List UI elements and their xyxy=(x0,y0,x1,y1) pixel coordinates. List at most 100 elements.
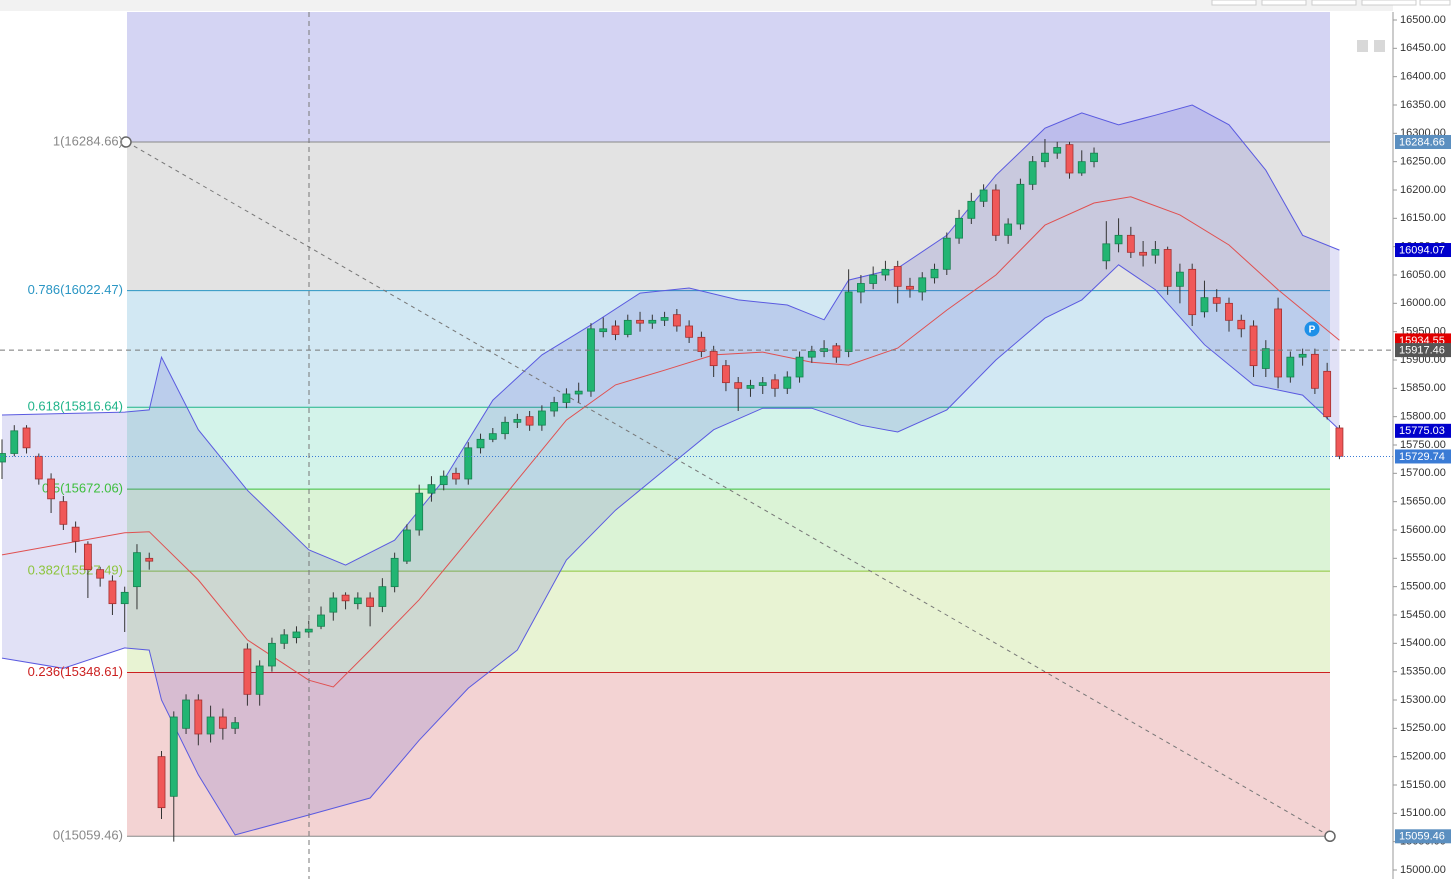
plot-layer: 1(16284.66) 0.786(16022.47) 0.618(15816.64… xyxy=(0,104,1393,843)
price-tag-label: 15917.46 xyxy=(1399,345,1445,357)
y-tick-label: 16000.00 xyxy=(1400,297,1446,309)
candle-body xyxy=(439,475,448,486)
candle-body xyxy=(771,379,779,389)
fib-label: 0.786(16022.47) xyxy=(28,282,123,297)
candle-body xyxy=(1212,297,1221,304)
candle-body xyxy=(96,569,105,579)
candle-body xyxy=(807,351,816,358)
price-tag-label: 16094.07 xyxy=(1399,244,1445,256)
candle-body xyxy=(1053,147,1062,154)
candle-body xyxy=(537,410,546,426)
candle-body xyxy=(1323,370,1332,418)
fib-zone xyxy=(127,672,1330,837)
candle-body xyxy=(881,268,890,276)
candle-body xyxy=(243,648,252,695)
candle-body xyxy=(366,597,375,607)
candle-body xyxy=(562,393,571,403)
price-tag xyxy=(1395,449,1451,464)
candle-body xyxy=(1310,353,1319,389)
candle-body xyxy=(71,526,80,542)
candle-body xyxy=(1139,251,1148,256)
icon[interactable] xyxy=(1357,40,1368,52)
toolbar-button[interactable] xyxy=(1419,0,1451,6)
candle-body xyxy=(169,716,178,797)
price-tag-label: 15729.74 xyxy=(1399,451,1445,463)
candle-body xyxy=(157,756,166,809)
y-tick-label: 16450.00 xyxy=(1400,42,1446,54)
price-tag-label: 15775.03 xyxy=(1399,425,1445,437)
candle-body xyxy=(1041,152,1049,163)
candle-body xyxy=(415,492,424,531)
y-tick-label: 15000.00 xyxy=(1400,864,1446,876)
candle-body xyxy=(10,430,19,454)
toolbar-button[interactable] xyxy=(1311,0,1357,6)
top-strip xyxy=(0,0,1393,11)
candle-body xyxy=(1249,325,1258,367)
candle-body xyxy=(955,217,963,239)
candle-body xyxy=(1114,234,1123,245)
candle-body xyxy=(513,419,522,423)
icon[interactable] xyxy=(1374,40,1385,52)
candle-body xyxy=(611,325,620,335)
toolbar-button[interactable] xyxy=(1261,0,1307,6)
candle-body xyxy=(22,427,31,449)
fib-zone xyxy=(127,407,1330,490)
y-tick-label: 15550.00 xyxy=(1400,552,1446,564)
toolbar-button[interactable] xyxy=(1211,0,1257,6)
y-tick-label: 15450.00 xyxy=(1400,609,1446,621)
candle-body xyxy=(1261,348,1270,369)
candle-body xyxy=(636,319,644,324)
fib-zone xyxy=(127,290,1330,408)
candle-body xyxy=(255,665,264,695)
annotation-marker xyxy=(1304,321,1320,337)
price-tag xyxy=(1395,423,1451,438)
candle-body xyxy=(660,317,669,321)
candle-body xyxy=(685,325,694,338)
y-tick-label: 15750.00 xyxy=(1400,439,1446,451)
candle-body xyxy=(1176,271,1184,287)
candle-body xyxy=(218,716,227,729)
y-tick-label: 15650.00 xyxy=(1400,496,1446,508)
y-tick-label: 15200.00 xyxy=(1400,751,1446,763)
candle-body xyxy=(550,402,559,412)
fib-zone xyxy=(127,142,1330,291)
y-tick-label: 15800.00 xyxy=(1400,411,1446,423)
candle-body xyxy=(783,376,792,389)
y-tick-label: 15600.00 xyxy=(1400,524,1446,536)
candle-body xyxy=(587,328,595,392)
candle-body xyxy=(574,390,583,395)
candle-body xyxy=(427,484,436,494)
candle-body xyxy=(906,285,914,290)
y-tick-label: 15400.00 xyxy=(1400,637,1446,649)
annotation-label: P xyxy=(1309,325,1316,336)
band-fill xyxy=(2,105,1340,835)
candle-body xyxy=(746,385,755,389)
fib-zone xyxy=(127,571,1330,673)
candle-body xyxy=(1016,183,1025,225)
candle-body xyxy=(1225,302,1233,321)
y-tick-label: 16500.00 xyxy=(1400,14,1446,26)
y-tick-label: 15250.00 xyxy=(1400,722,1446,734)
candle-body xyxy=(47,478,55,500)
candle-body xyxy=(857,283,865,293)
candle-body xyxy=(317,614,325,627)
price-tag xyxy=(1395,243,1451,258)
fib-anchor xyxy=(1324,830,1336,843)
candle-body xyxy=(930,268,939,279)
candle-body xyxy=(501,421,509,435)
candle-body xyxy=(390,557,399,588)
candle-body xyxy=(304,628,313,633)
candle-body xyxy=(1237,319,1246,330)
candle-body xyxy=(378,586,387,607)
candle-body xyxy=(34,455,43,480)
band-line xyxy=(1,264,1340,836)
toolbar-button[interactable] xyxy=(1361,0,1417,6)
candle-body xyxy=(1335,427,1344,457)
candle-body xyxy=(979,189,988,202)
candle-body xyxy=(648,319,657,324)
candle-body xyxy=(488,433,497,440)
fib-label: 0.382(15527.49) xyxy=(28,563,123,578)
candle-body xyxy=(292,631,301,639)
